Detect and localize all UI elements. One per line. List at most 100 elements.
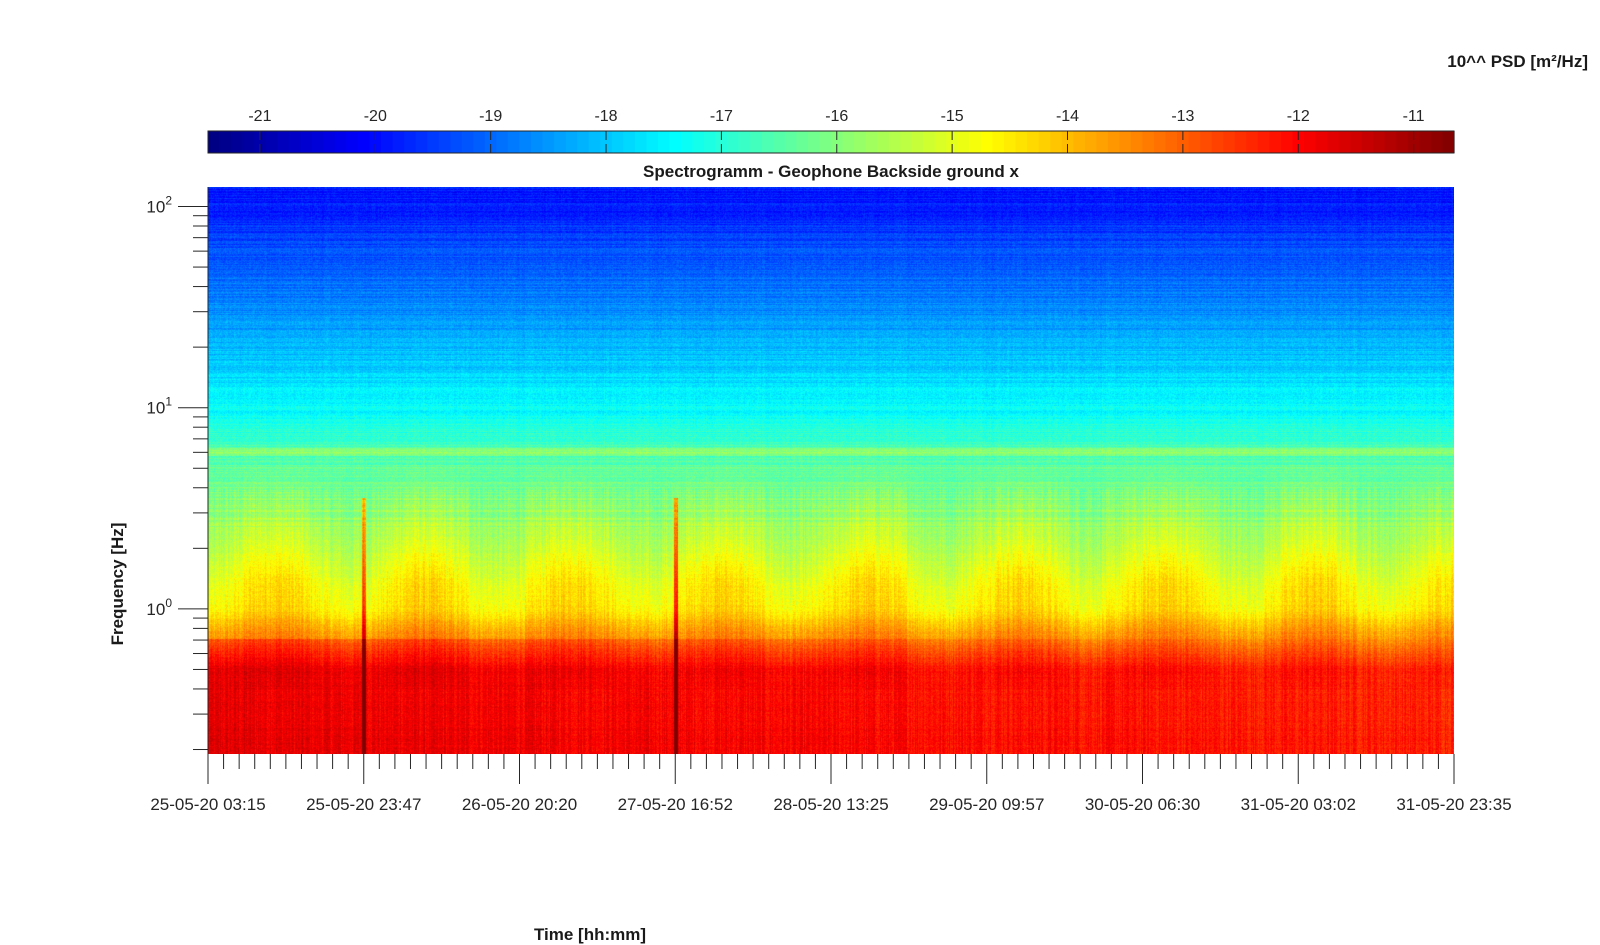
colorbar-cell xyxy=(796,131,809,153)
colorbar-cell xyxy=(669,131,682,153)
y-tick-exponent: 1 xyxy=(165,395,172,409)
colorbar-cell xyxy=(531,131,544,153)
colorbar-cell xyxy=(381,131,394,153)
colorbar-cell xyxy=(484,131,498,153)
colorbar-cell xyxy=(554,131,567,153)
colorbar-cell xyxy=(854,131,867,153)
colorbar-cell xyxy=(1154,131,1167,153)
colorbar-cell xyxy=(404,131,417,153)
colorbar-cell xyxy=(577,131,590,153)
colorbar-cell xyxy=(507,131,521,153)
colorbar-cell xyxy=(1096,131,1109,153)
colorbar-cell xyxy=(865,131,878,153)
colorbar-tick-label: -19 xyxy=(479,108,502,125)
colorbar-cell xyxy=(392,131,405,153)
x-axis-label: Time [hh:mm] xyxy=(533,925,647,944)
colorbar-cell xyxy=(242,131,255,153)
colorbar-cell xyxy=(831,131,844,153)
colorbar-cell xyxy=(438,131,451,153)
colorbar-cell xyxy=(219,131,232,153)
colorbar-tick-label: -17 xyxy=(710,108,733,125)
colorbar-cell xyxy=(727,131,740,153)
colorbar-cell xyxy=(1304,131,1317,153)
colorbar-cell xyxy=(900,131,913,153)
x-tick-label: 30-05-20 06:30 xyxy=(1085,795,1200,814)
colorbar-tick-label: -20 xyxy=(364,108,387,125)
colorbar-cell xyxy=(715,131,728,153)
x-axis-ticks: 25-05-20 03:15 25-05-20 23:47 26-05-20 20:… xyxy=(150,754,1512,814)
colorbar-cell xyxy=(657,131,671,153)
colorbar-cell xyxy=(1246,131,1259,153)
colorbar-cell xyxy=(646,131,659,153)
colorbar-cell xyxy=(634,131,648,153)
colorbar-cell xyxy=(1269,131,1282,153)
y-tick-label: 101 xyxy=(146,395,172,418)
x-tick-label: 27-05-20 16:52 xyxy=(618,795,733,814)
colorbar-cell xyxy=(623,131,636,153)
y-tick-exponent: 2 xyxy=(165,193,172,207)
x-tick-label: 26-05-20 20:20 xyxy=(462,795,577,814)
colorbar-tick-label: -21 xyxy=(248,108,271,125)
colorbar-cell xyxy=(1315,131,1328,153)
colorbar-cell xyxy=(427,131,440,153)
colorbar-cell xyxy=(1280,131,1294,153)
colorbar-cell xyxy=(1361,131,1374,153)
colorbar-cell xyxy=(1015,131,1028,153)
colorbar-cell xyxy=(1396,131,1409,153)
colorbar-cell xyxy=(1200,131,1213,153)
colorbar-cell xyxy=(208,131,221,153)
colorbar-tick-label: -15 xyxy=(941,108,964,125)
colorbar-cell xyxy=(369,131,382,153)
colorbar-cell xyxy=(1373,131,1386,153)
colorbar-cell xyxy=(496,131,509,153)
colorbar-cell xyxy=(1407,131,1420,153)
colorbar-cell xyxy=(888,131,901,153)
colorbar-cell xyxy=(911,131,924,153)
colorbar-cell xyxy=(681,131,694,153)
colorbar-cell xyxy=(254,131,267,153)
colorbar-cell xyxy=(1061,131,1074,153)
colorbar-cell xyxy=(588,131,601,153)
colorbar-cell xyxy=(473,131,486,153)
colorbar-cell xyxy=(1211,131,1224,153)
colorbar-cell xyxy=(1038,131,1051,153)
colorbar-cell xyxy=(1119,131,1132,153)
colorbar-cell xyxy=(784,131,797,153)
colorbar-cell xyxy=(277,131,290,153)
colorbar-cell xyxy=(923,131,936,153)
colorbar-ticks: -21 -20 -19 -18 -17 -16 -15 -14 -13 -12 -11 xyxy=(248,108,1425,153)
colorbar-cell xyxy=(1419,131,1432,153)
colorbar-cell xyxy=(600,131,613,153)
colorbar-cell xyxy=(819,131,832,153)
colorbar-cell xyxy=(1384,131,1397,153)
colorbar-cell xyxy=(1004,131,1017,153)
colorbar-frame xyxy=(207,130,1455,154)
colorbar-cell xyxy=(842,131,855,153)
colorbar-tick-label: -12 xyxy=(1287,108,1310,125)
colorbar-cell xyxy=(992,131,1005,153)
colorbar-cell xyxy=(1327,131,1340,153)
colorbar-cell xyxy=(692,131,705,153)
colorbar-gradient xyxy=(208,131,1455,153)
colorbar-cell xyxy=(323,131,336,153)
colorbar-cell xyxy=(1188,131,1201,153)
x-tick-label: 31-05-20 03:02 xyxy=(1241,795,1356,814)
colorbar-cell xyxy=(1257,131,1271,153)
colorbar-cell xyxy=(807,131,821,153)
chart-title: Spectrogramm - Geophone Backside ground … xyxy=(643,162,1019,181)
y-tick-label: 100 xyxy=(146,596,172,619)
colorbar-cell xyxy=(311,131,324,153)
colorbar-cell xyxy=(738,131,751,153)
colorbar-cell xyxy=(1130,131,1144,153)
colorbar-cell xyxy=(1050,131,1063,153)
colorbar-cell xyxy=(357,131,371,153)
colorbar-cell xyxy=(1430,131,1444,153)
colorbar-cell xyxy=(300,131,313,153)
colorbar-tick-label: -11 xyxy=(1403,108,1425,125)
x-tick-label: 29-05-20 09:57 xyxy=(929,795,1044,814)
colorbar-cell xyxy=(334,131,348,153)
colorbar-cell xyxy=(611,131,624,153)
colorbar-cell xyxy=(1223,131,1236,153)
